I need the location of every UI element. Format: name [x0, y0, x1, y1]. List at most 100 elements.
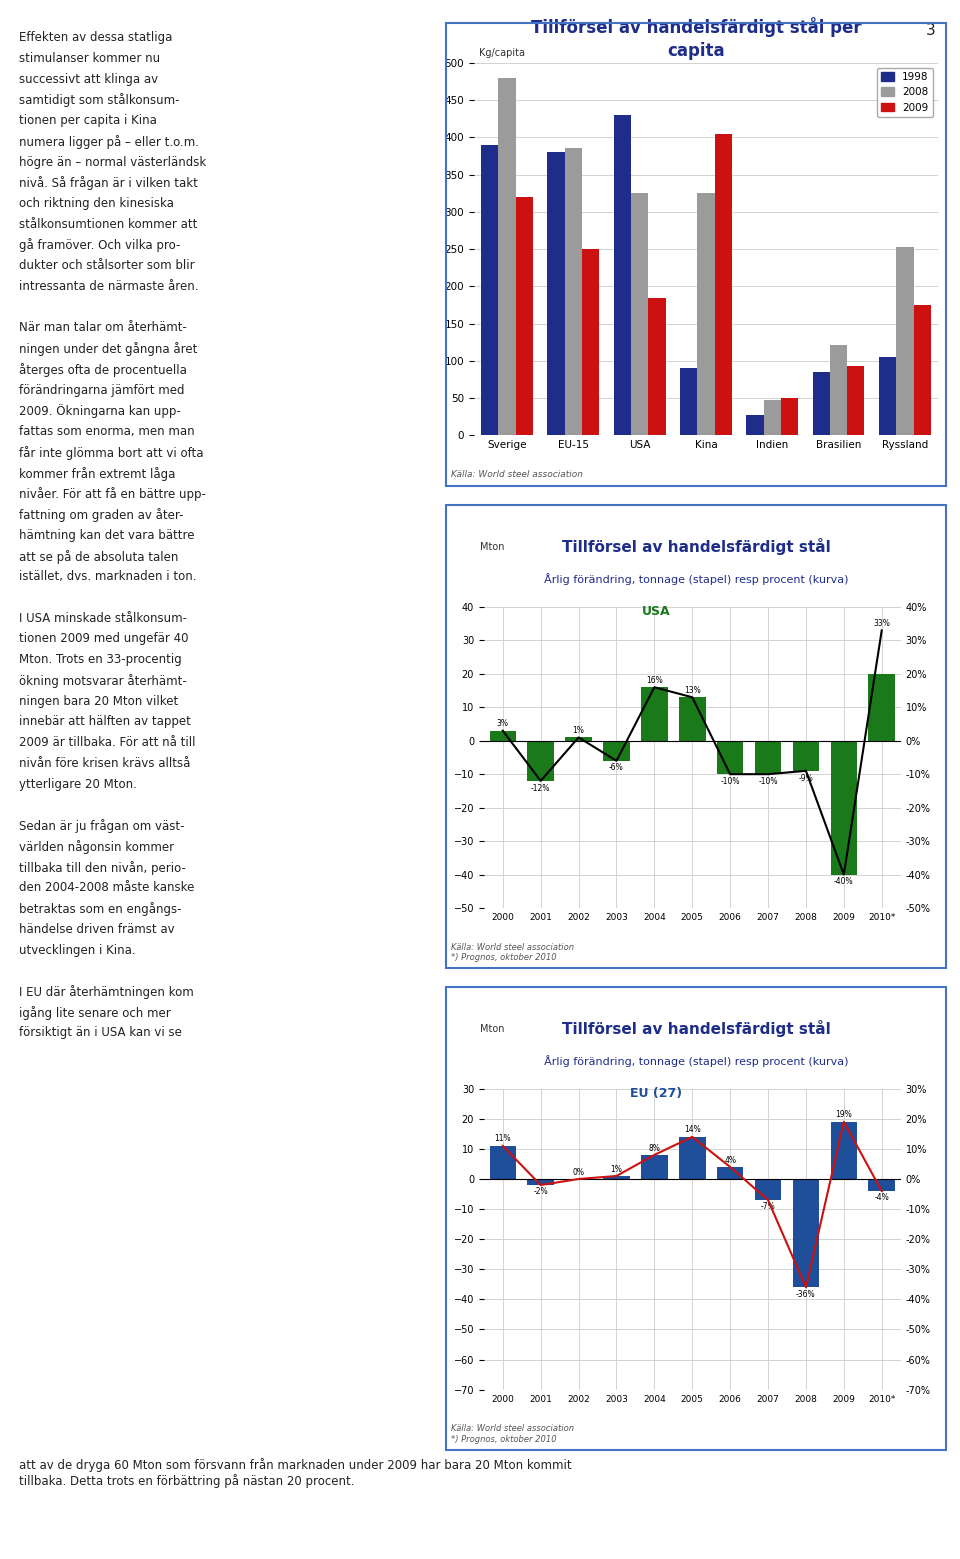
Text: 1%: 1% [611, 1165, 622, 1174]
Bar [641, 688, 667, 741]
Text: 14%: 14% [684, 1126, 701, 1135]
Bar [603, 741, 630, 761]
Bar [830, 741, 857, 875]
Text: numera ligger på – eller t.o.m.: numera ligger på – eller t.o.m. [19, 136, 200, 148]
Text: -36%: -36% [796, 1289, 816, 1299]
Text: stimulanser kommer nu: stimulanser kommer nu [19, 51, 160, 65]
Text: -40%: -40% [834, 878, 853, 886]
Text: fattas som enorma, men man: fattas som enorma, men man [19, 426, 195, 438]
Text: 8%: 8% [648, 1143, 660, 1152]
Bar [793, 1179, 819, 1288]
Text: hämtning kan det vara bättre: hämtning kan det vara bättre [19, 529, 195, 543]
Bar [527, 1179, 554, 1185]
Bar [717, 1168, 743, 1179]
Bar [780, 398, 798, 435]
Bar [679, 697, 706, 741]
Text: att av de dryga 60 Mton som försvann från marknaden under 2009 har bara 20 Mton : att av de dryga 60 Mton som försvann frå… [19, 1458, 572, 1487]
Text: -6%: -6% [609, 764, 624, 772]
Bar [641, 1155, 667, 1179]
Bar [679, 1137, 706, 1179]
Text: När man talar om återhämt-: När man talar om återhämt- [19, 321, 187, 335]
Bar [848, 366, 865, 435]
Text: I USA minskade stålkonsum-: I USA minskade stålkonsum- [19, 611, 187, 625]
Text: förändringarna jämfört med: förändringarna jämfört med [19, 384, 184, 396]
Text: EU (27): EU (27) [630, 1087, 683, 1099]
Text: 0%: 0% [572, 1168, 585, 1177]
Text: innebär att hälften av tappet: innebär att hälften av tappet [19, 716, 191, 728]
Text: Källa: World steel association
*) Prognos, oktober 2010: Källa: World steel association *) Progno… [451, 1425, 574, 1444]
Text: dukter och stålsorter som blir: dukter och stålsorter som blir [19, 259, 195, 273]
Bar [613, 115, 631, 435]
Text: ningen bara 20 Mton vilket: ningen bara 20 Mton vilket [19, 695, 179, 708]
Bar [603, 1175, 630, 1179]
Text: nivå. Så frågan är i vilken takt: nivå. Så frågan är i vilken takt [19, 176, 198, 190]
Bar [869, 1179, 895, 1191]
Text: Tillförsel av handelsfärdigt stål per
capita: Tillförsel av handelsfärdigt stål per ca… [531, 17, 861, 61]
Text: -10%: -10% [758, 776, 778, 786]
Bar [879, 357, 897, 435]
Bar [490, 1146, 516, 1179]
Text: Tillförsel av handelsfärdigt stål: Tillförsel av handelsfärdigt stål [562, 1020, 830, 1037]
Text: nivåer. För att få en bättre upp-: nivåer. För att få en bättre upp- [19, 488, 206, 502]
Bar [755, 1179, 781, 1200]
Text: betraktas som en engångs-: betraktas som en engångs- [19, 903, 181, 917]
Bar [490, 731, 516, 741]
Text: kommer från extremt låga: kommer från extremt låga [19, 466, 176, 480]
Text: tionen 2009 med ungefär 40: tionen 2009 med ungefär 40 [19, 633, 189, 645]
Text: -2%: -2% [534, 1188, 548, 1196]
Text: Mton: Mton [480, 1024, 505, 1034]
Bar [498, 78, 516, 435]
Bar [793, 741, 819, 770]
Text: ningen under det gångna året: ningen under det gångna året [19, 341, 198, 355]
Text: ytterligare 20 Mton.: ytterligare 20 Mton. [19, 778, 137, 790]
Text: ökning motsvarar återhämt-: ökning motsvarar återhämt- [19, 673, 187, 688]
Text: samtidigt som stålkonsum-: samtidigt som stålkonsum- [19, 94, 180, 108]
Bar [717, 741, 743, 775]
Text: 19%: 19% [835, 1110, 852, 1119]
Text: tionen per capita i Kina: tionen per capita i Kina [19, 114, 157, 128]
Text: tillbaka till den nivån, perio-: tillbaka till den nivån, perio- [19, 861, 186, 875]
Bar [631, 193, 648, 435]
Text: återges ofta de procentuella: återges ofta de procentuella [19, 363, 187, 377]
Text: utvecklingen i Kina.: utvecklingen i Kina. [19, 943, 135, 957]
Text: får inte glömma bort att vi ofta: får inte glömma bort att vi ofta [19, 446, 204, 460]
Text: 13%: 13% [684, 686, 701, 695]
Text: intressanta de närmaste åren.: intressanta de närmaste åren. [19, 281, 199, 293]
Text: -4%: -4% [875, 1194, 889, 1202]
Text: Mton: Mton [480, 543, 505, 552]
Bar [755, 741, 781, 775]
Bar [830, 1122, 857, 1179]
Text: försiktigt än i USA kan vi se: försiktigt än i USA kan vi se [19, 1026, 182, 1040]
Bar [813, 373, 830, 435]
Text: Källa: World steel association
*) Prognos, oktober 2010: Källa: World steel association *) Progno… [451, 943, 574, 962]
Text: Årlig förändring, tonnage (stapel) resp procent (kurva): Årlig förändring, tonnage (stapel) resp … [543, 1055, 849, 1066]
Bar [680, 368, 697, 435]
Bar [547, 153, 564, 435]
Text: igång lite senare och mer: igång lite senare och mer [19, 1006, 171, 1020]
Text: Tillförsel av handelsfärdigt stål: Tillförsel av handelsfärdigt stål [562, 538, 830, 555]
Bar [747, 415, 764, 435]
Text: 2009. Ökningarna kan upp-: 2009. Ökningarna kan upp- [19, 404, 180, 418]
Text: Mton. Trots en 33-procentig: Mton. Trots en 33-procentig [19, 653, 182, 666]
Bar [582, 249, 599, 435]
Text: 16%: 16% [646, 675, 662, 684]
Text: -7%: -7% [760, 1202, 776, 1211]
Bar [897, 246, 914, 435]
Bar [527, 741, 554, 781]
Bar [697, 193, 714, 435]
Bar [714, 134, 732, 435]
Text: Sedan är ju frågan om väst-: Sedan är ju frågan om väst- [19, 818, 184, 833]
Text: Årlig förändring, tonnage (stapel) resp procent (kurva): Årlig förändring, tonnage (stapel) resp … [543, 574, 849, 585]
Text: USA: USA [641, 605, 670, 617]
Bar [830, 345, 848, 435]
Text: stålkonsumtionen kommer att: stålkonsumtionen kommer att [19, 218, 198, 231]
Bar [764, 399, 780, 435]
Text: 4%: 4% [724, 1155, 736, 1165]
Text: Källa: World steel association: Källa: World steel association [451, 469, 584, 479]
Text: I EU där återhämtningen kom: I EU där återhämtningen kom [19, 985, 194, 999]
Text: gå framöver. Och vilka pro-: gå framöver. Och vilka pro- [19, 239, 180, 253]
Text: nivån före krisen krävs alltså: nivån före krisen krävs alltså [19, 756, 191, 770]
Bar [914, 306, 931, 435]
Text: 1%: 1% [572, 726, 585, 734]
Text: fattning om graden av åter-: fattning om graden av åter- [19, 508, 183, 522]
